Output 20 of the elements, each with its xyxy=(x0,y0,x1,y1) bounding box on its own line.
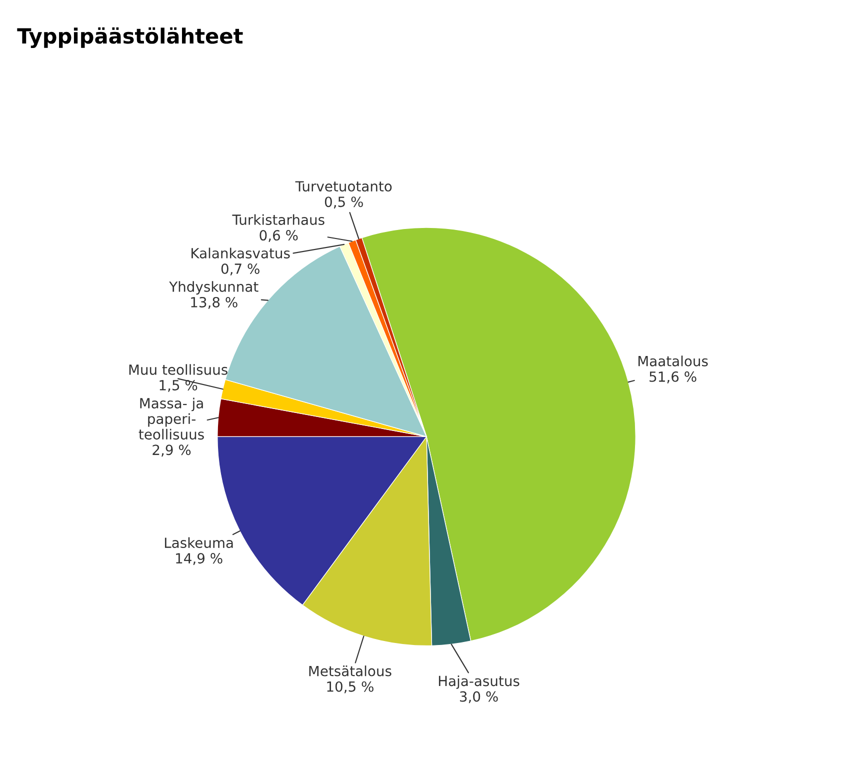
data-label: 51,6 % xyxy=(650,371,696,384)
slice-label: Haja-asutus xyxy=(438,675,520,689)
data-label: 0,5 % xyxy=(324,196,363,208)
slice-label: Laskeuma xyxy=(164,537,233,548)
chart-title: Typpipäästölähteet xyxy=(17,27,243,48)
data-label: 0,7 % xyxy=(221,263,260,276)
data-label: 14,9 % xyxy=(176,553,222,565)
slice-label: Metsätalous xyxy=(309,666,392,676)
slice-label: Massa- ja paperi- teollisuus xyxy=(138,398,204,440)
slice-label: Turvetuotanto xyxy=(295,181,392,192)
slice-label: Muu teollisuus xyxy=(129,364,228,375)
data-label: 2,9 % xyxy=(152,444,191,457)
slice-label: Kalankasvatus xyxy=(192,248,290,258)
slice-label: Yhdyskunnat xyxy=(169,281,258,295)
slice-label: Turkistarhaus xyxy=(232,214,324,225)
data-label: 13,8 % xyxy=(191,296,238,309)
data-label: 10,5 % xyxy=(327,681,374,694)
data-label: 3,0 % xyxy=(460,691,498,704)
data-label: 0,6 % xyxy=(260,230,298,242)
slice-label: Maatalous xyxy=(638,356,708,366)
